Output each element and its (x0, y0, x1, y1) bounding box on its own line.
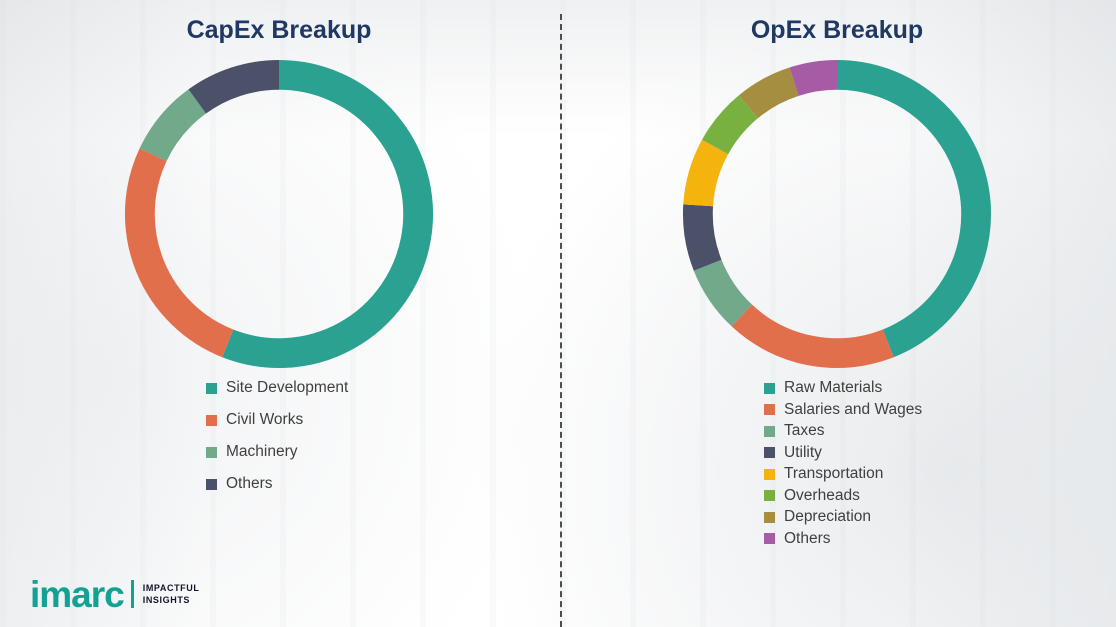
legend-item-machinery: Machinery (206, 443, 558, 461)
legend-label-salaries-and-wages: Salaries and Wages (784, 400, 923, 418)
legend-label-others: Others (226, 475, 273, 492)
opex-donut-chart (682, 59, 992, 369)
legend-swatch-others (206, 478, 217, 490)
donut-segment-others (789, 59, 838, 96)
legend-swatch-raw-materials (764, 382, 775, 394)
opex-chart-title: OpEx Breakup (750, 16, 924, 44)
legend-item-taxes: Taxes (764, 422, 1116, 440)
legend-swatch-depreciation (764, 511, 775, 523)
legend-item-raw-materials: Raw Materials (764, 379, 1116, 397)
legend-item-overheads: Overheads (764, 487, 1116, 505)
imarc-logo-tagline: IMPACTFUL INSIGHTS (143, 582, 200, 606)
legend-label-taxes: Taxes (784, 422, 825, 439)
donut-segment-others (188, 59, 280, 114)
imarc-logo-wordmark: imarc (30, 573, 125, 615)
legend-item-civil-works: Civil Works (206, 411, 558, 429)
donut-segment-utility (682, 204, 722, 271)
legend-swatch-taxes (764, 425, 775, 437)
legend-label-utility: Utility (784, 443, 822, 461)
legend-swatch-overheads (764, 490, 775, 501)
imarc-logo-divider (130, 580, 134, 609)
legend-swatch-civil-works (206, 414, 217, 426)
opex-legend: Raw Materials Salaries and Wages Taxes Util… (558, 379, 1116, 548)
capex-legend: Site Development Civil Works Machinery Othe… (0, 379, 558, 493)
legend-label-overheads: Overheads (784, 486, 860, 504)
legend-label-others: Others (784, 529, 831, 547)
donut-segment-depreciation (738, 67, 800, 119)
legend-label-machinery: Machinery (226, 443, 298, 460)
donut-segment-salaries-and-wages (731, 304, 894, 369)
donut-segment-transportation (683, 139, 729, 207)
donut-segment-raw-materials (836, 59, 992, 358)
legend-swatch-salaries-and-wages (764, 404, 775, 415)
legend-swatch-others (764, 533, 775, 544)
imarc-tagline-line2: INSIGHTS (142, 595, 191, 606)
legend-item-utility: Utility (764, 444, 1116, 462)
opex-donut-wrap (678, 55, 996, 373)
legend-item-transportation: Transportation (764, 465, 1116, 483)
legend-swatch-utility (764, 447, 775, 458)
donut-segment-machinery (139, 89, 207, 162)
legend-item-salaries-and-wages: Salaries and Wages (764, 401, 1116, 419)
capex-donut-chart (125, 59, 433, 368)
legend-label-site-development: Site Development (226, 379, 349, 396)
donut-segment-taxes (693, 259, 753, 327)
legend-item-site-development: Site Development (206, 379, 558, 397)
legend-label-transportation: Transportation (784, 465, 884, 482)
capex-donut-wrap (120, 55, 438, 373)
imarc-logo: imarc IMPACTFUL INSIGHTS (30, 573, 200, 615)
opex-panel: OpEx Breakup Raw Materials Salaries and W… (558, 0, 1116, 627)
legend-label-raw-materials: Raw Materials (784, 379, 883, 396)
legend-item-others: Others (764, 530, 1116, 548)
capex-panel: CapEx Breakup Site Development Civil Work… (0, 16, 558, 493)
donut-segment-overheads (702, 95, 759, 155)
legend-item-depreciation: Depreciation (764, 508, 1116, 526)
donut-segment-civil-works (125, 148, 234, 358)
donut-segment-site-development (222, 59, 433, 368)
legend-swatch-machinery (206, 446, 217, 458)
legend-label-civil-works: Civil Works (226, 411, 304, 428)
legend-swatch-site-development (206, 382, 217, 394)
legend-label-depreciation: Depreciation (784, 508, 872, 525)
legend-swatch-transportation (764, 468, 775, 480)
legend-item-others: Others (206, 475, 558, 493)
vertical-dashed-divider (560, 14, 562, 627)
capex-chart-title: CapEx Breakup (186, 16, 372, 44)
imarc-tagline-line1: IMPACTFUL (142, 583, 200, 594)
